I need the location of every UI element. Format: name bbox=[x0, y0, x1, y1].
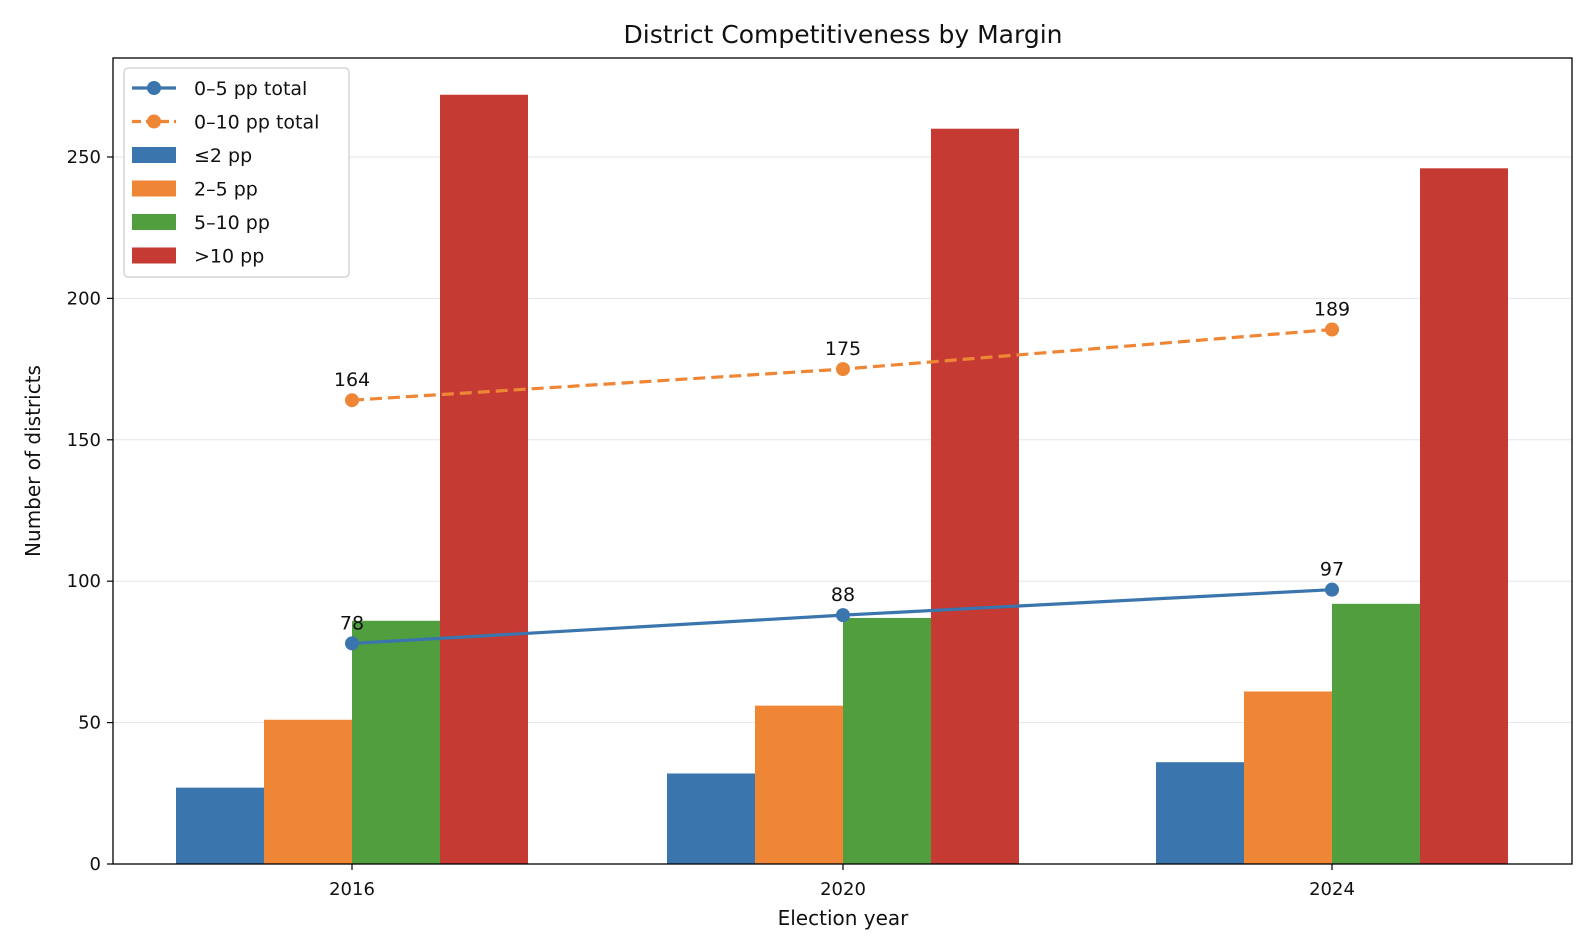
bar-2-5-pp-2024 bbox=[1244, 691, 1332, 864]
legend-label-0-5-pp-total: 0–5 pp total bbox=[194, 78, 307, 100]
lines-layer: 78 88 97 164 175 189 bbox=[334, 298, 1350, 651]
point-0-10-pp-total-2020 bbox=[836, 362, 850, 377]
y-tick-label-200: 200 bbox=[67, 288, 101, 309]
legend-swatch-5-10-pp bbox=[132, 214, 176, 230]
data-label-0-5-pp-total-2016: 78 bbox=[340, 612, 364, 634]
data-label-0-10-pp-total-2016: 164 bbox=[334, 369, 370, 391]
bar-2-5-pp-2020 bbox=[755, 705, 843, 864]
bar-10-pp-2024 bbox=[1420, 168, 1508, 864]
point-0-5-pp-total-2024 bbox=[1325, 582, 1339, 597]
data-label-0-10-pp-total-2024: 189 bbox=[1314, 298, 1350, 320]
point-0-10-pp-total-2024 bbox=[1325, 322, 1339, 337]
bar-2-pp-2016 bbox=[176, 787, 264, 864]
point-0-5-pp-total-2020 bbox=[836, 608, 850, 623]
data-label-0-5-pp-total-2020: 88 bbox=[831, 584, 855, 606]
data-label-0-5-pp-total-2024: 97 bbox=[1320, 559, 1344, 581]
y-axis-label: Number of districts bbox=[21, 365, 45, 557]
x-tick-label-2016: 2016 bbox=[329, 879, 375, 900]
y-tick-label-250: 250 bbox=[67, 147, 101, 168]
y-tick-label-150: 150 bbox=[67, 430, 101, 451]
x-tick-label-2024: 2024 bbox=[1309, 879, 1355, 900]
axes-layer: 0 50 100 150 200 250 2016 2020 2024 bbox=[67, 147, 1355, 900]
legend-label-10-pp: >10 pp bbox=[194, 246, 264, 268]
bar-5-10-pp-2024 bbox=[1332, 603, 1420, 864]
legend-label-2-5-pp: 2–5 pp bbox=[194, 179, 258, 201]
legend-swatch-10-pp bbox=[132, 247, 176, 264]
data-label-0-10-pp-total-2020: 175 bbox=[825, 338, 861, 360]
legend-marker-0-5-pp-total bbox=[147, 81, 161, 95]
bar-2-pp-2020 bbox=[667, 773, 755, 864]
y-tick-label-100: 100 bbox=[67, 571, 101, 592]
x-axis-label: Election year bbox=[778, 906, 910, 930]
chart-title: District Competitiveness by Margin bbox=[624, 20, 1063, 49]
legend-swatch-2-pp bbox=[132, 147, 176, 163]
legend-label-0-10-pp-total: 0–10 pp total bbox=[194, 112, 319, 134]
legend-label-5-10-pp: 5–10 pp bbox=[194, 212, 270, 234]
legend-swatch-2-5-pp bbox=[132, 180, 176, 197]
point-0-5-pp-total-2016 bbox=[345, 636, 359, 651]
bar-10-pp-2016 bbox=[440, 94, 528, 865]
legend-box bbox=[123, 67, 350, 278]
bar-5-10-pp-2020 bbox=[843, 617, 931, 864]
x-tick-label-2020: 2020 bbox=[820, 879, 866, 900]
point-0-10-pp-total-2016 bbox=[345, 393, 359, 408]
bars-layer bbox=[176, 94, 1508, 865]
y-tick-label-0: 0 bbox=[90, 854, 101, 875]
bar-5-10-pp-2016 bbox=[352, 620, 440, 864]
bar-10-pp-2020 bbox=[931, 128, 1019, 864]
legend-marker-0-10-pp-total bbox=[147, 114, 161, 129]
bar-2-pp-2024 bbox=[1156, 762, 1244, 864]
legend: 0–5 pp total 0–10 pp total ≤2 pp 2–5 pp 5–10… bbox=[123, 67, 350, 278]
legend-label-2-pp: ≤2 pp bbox=[194, 145, 252, 167]
bar-2-5-pp-2016 bbox=[264, 719, 352, 864]
y-tick-label-50: 50 bbox=[78, 713, 101, 734]
